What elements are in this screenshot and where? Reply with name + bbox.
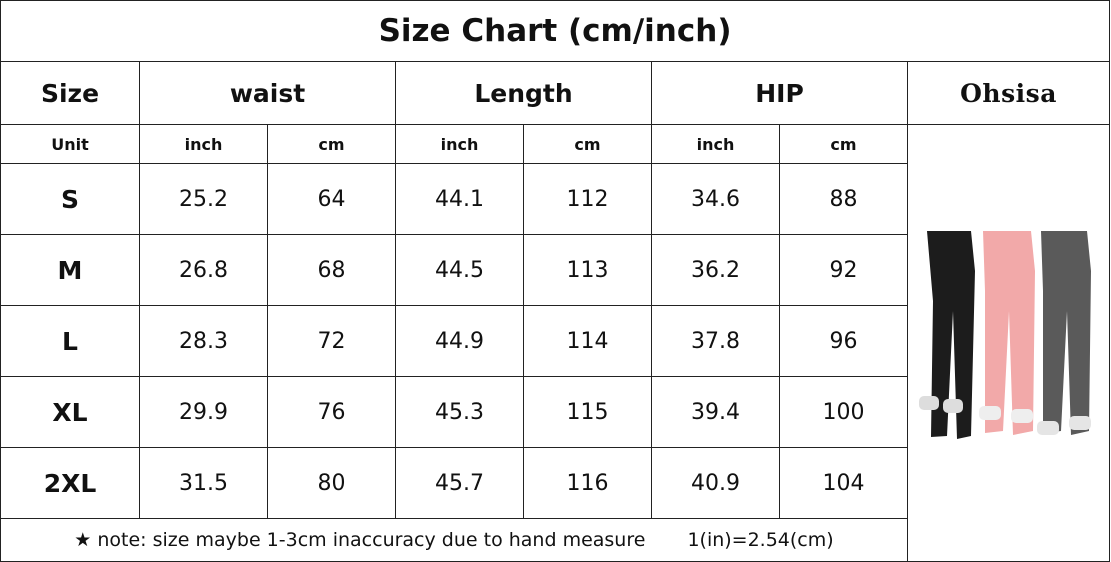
value-cell: 80 [267,447,396,519]
value-cell: 29.9 [139,376,268,448]
value-cell: 31.5 [139,447,268,519]
conversion: 1(in)=2.54(cm) [687,529,834,551]
size-cell: XL [0,376,140,448]
unit-cell: inch [651,124,780,164]
unit-cell: inch [139,124,268,164]
size-cell: L [0,305,140,377]
unit-row: Unit inch cm inch cm inch cm [0,124,1111,562]
size-cell: 2XL [0,447,140,519]
size-cell: S [0,163,140,235]
pink-pants [978,231,1035,435]
value-cell: 34.6 [651,163,780,235]
gray-pants [1036,231,1091,435]
unit-cell: inch [395,124,524,164]
header-cell: Size [0,61,140,125]
note-cell: ★ note: size maybe 1-3cm inaccuracy due … [0,518,908,562]
value-cell: 44.5 [395,234,524,306]
title: Size Chart (cm/inch) [0,0,1111,62]
value-cell: 88 [779,163,908,235]
header-cell: HIP [651,61,908,125]
value-cell: 45.3 [395,376,524,448]
value-cell: 25.2 [139,163,268,235]
value-cell: 28.3 [139,305,268,377]
unit-cell: cm [523,124,652,164]
size-cell: M [0,234,140,306]
value-cell: 104 [779,447,908,519]
note: ★ note: size maybe 1-3cm inaccuracy due … [74,529,646,551]
unit-cell: cm [267,124,396,164]
unit-cell: cm [779,124,908,164]
value-cell: 96 [779,305,908,377]
value-cell: 76 [267,376,396,448]
value-cell: 116 [523,447,652,519]
value-cell: 64 [267,163,396,235]
head-row: Size waist Length HIP Ohsisa [0,61,1111,125]
row-row: XL 29.9 76 45.3 115 39.4 100 [0,376,1110,448]
value-cell: 37.8 [651,305,780,377]
value-cell: 26.8 [139,234,268,306]
value-cell: 39.4 [651,376,780,448]
row-row: 2XL 31.5 80 45.7 116 40.9 104 [0,447,1110,519]
row-row: S 25.2 64 44.1 112 34.6 88 [0,163,1110,235]
row-row: L 28.3 72 44.9 114 37.8 96 [0,305,1110,377]
value-cell: 68 [267,234,396,306]
value-cell: 36.2 [651,234,780,306]
value-cell: 115 [523,376,652,448]
value-cell: 45.7 [395,447,524,519]
value-cell: 92 [779,234,908,306]
note-row: ★ note: size maybe 1-3cm inaccuracy due … [0,518,1110,562]
value-cell: 112 [523,163,652,235]
value-cell: 44.1 [395,163,524,235]
value-cell: 100 [779,376,908,448]
brand: Ohsisa [906,61,1111,125]
value-cell: 40.9 [651,447,780,519]
product-image [906,124,1111,562]
pants-photo [918,231,1091,439]
value-cell: 72 [267,305,396,377]
value-cell: 114 [523,305,652,377]
value-cell: 113 [523,234,652,306]
value-cell: 44.9 [395,305,524,377]
black-pants [918,231,975,439]
unit-cell: Unit [0,124,140,164]
title-row: Size Chart (cm/inch) [0,0,1111,62]
header-cell: waist [139,61,396,125]
header-cell: Length [395,61,652,125]
